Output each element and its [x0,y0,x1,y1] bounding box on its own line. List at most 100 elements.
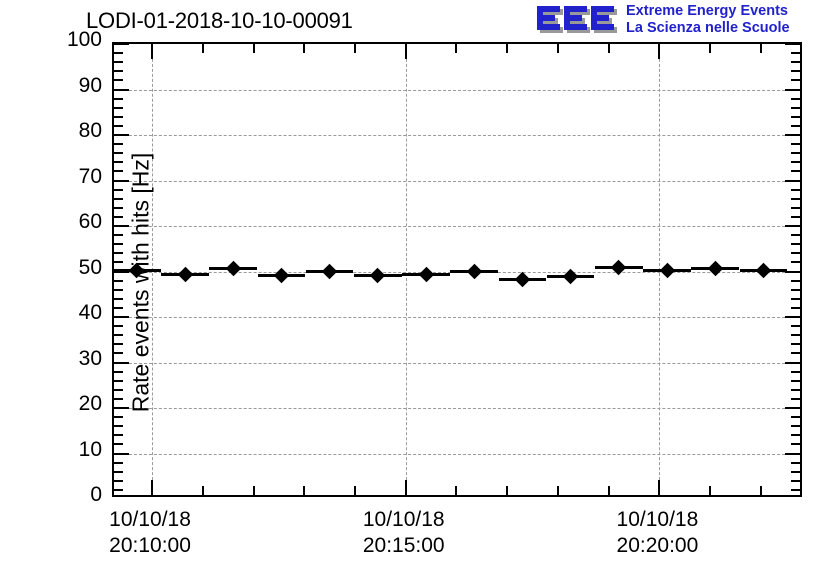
y-axis-tick-right [785,134,800,136]
eee-logo-line2: La Scienza nelle Scuole [626,20,790,36]
y-axis-tick [114,188,123,191]
y-axis-tick [114,379,123,382]
y-axis-tick-right [791,79,800,82]
y-axis-tick-right [791,97,800,100]
plot-area [114,44,800,495]
y-axis-tick [114,170,123,173]
plot-frame: Rate events with hits [Hz] [112,42,802,497]
y-axis-tick [114,215,123,218]
eee-logo-line1: Extreme Energy Events [626,3,788,19]
y-axis-tick [114,361,129,364]
y-axis-tick [114,488,123,491]
x-axis-tick [303,486,306,495]
x-axis-tick-top [709,44,712,53]
x-axis-tick-top [607,44,610,53]
y-axis-tick-right [791,279,800,282]
y-axis-tick [114,288,123,291]
x-axis-tick-top [759,44,762,53]
grid-line-vertical [405,44,407,495]
y-axis-tick [114,343,123,346]
y-axis-tick-right [785,44,800,45]
x-axis-label-date: 10/10/18 [362,508,445,531]
y-axis-tick [114,479,123,482]
x-axis-tick-top [455,44,458,53]
y-axis-label: 10 [78,437,102,461]
x-axis-tick [709,486,712,495]
x-axis-label: 10/10/18 20:15:00 [319,507,489,559]
y-axis-tick-right [785,361,800,364]
y-axis-tick-right [791,479,800,482]
y-axis-tick [114,225,129,227]
y-axis-tick [114,261,123,264]
x-axis-label-time: 20:20:00 [616,534,699,557]
y-axis-tick-right [791,124,800,127]
grid-line-horizontal [114,89,800,91]
y-axis-tick-right [791,443,800,446]
y-axis-tick-right [791,170,800,173]
y-axis-label: 0 [90,483,102,506]
y-axis-tick-right [791,470,800,473]
y-axis-tick [114,152,123,155]
y-axis-tick-right [785,407,800,409]
y-axis-tick [114,452,129,455]
y-axis-tick [114,115,123,118]
y-axis-tick [114,334,123,337]
y-axis-tick [114,97,123,100]
y-axis-label: 40 [78,301,102,324]
y-axis-tick [114,52,123,55]
x-axis-tick-top [151,44,154,59]
y-axis-tick [114,443,123,446]
grid-line-horizontal [114,408,800,409]
y-axis-tick-right [791,461,800,464]
y-axis-tick [114,434,123,437]
y-axis-tick-right [791,425,800,428]
y-axis-tick [114,316,129,318]
y-axis-tick [114,425,123,428]
x-axis-tick [607,486,610,495]
x-axis-tick [252,486,255,495]
y-axis-tick [114,407,129,409]
y-axis-tick-right [791,152,800,155]
y-axis-tick [114,397,123,400]
x-axis-label-time: 20:15:00 [362,534,445,557]
x-axis-tick [759,486,762,495]
y-axis-tick-right [791,334,800,337]
y-axis-tick-right [791,370,800,373]
x-axis-label-time: 20:10:00 [109,534,191,557]
y-axis-label: 100 [66,28,102,51]
y-axis-label: 60 [78,210,102,233]
y-axis-tick [114,44,129,45]
y-axis-tick-right [791,352,800,355]
y-axis-tick [114,352,123,355]
y-axis-tick [114,243,123,246]
x-axis-label-date: 10/10/18 [109,508,191,531]
y-axis-tick-right [791,379,800,382]
y-axis-tick [114,370,123,373]
y-axis-tick [114,279,123,282]
y-axis-tick-right [791,188,800,191]
y-axis-tick [114,252,123,255]
y-axis-tick [114,124,123,127]
x-axis-tick-top [303,44,306,53]
x-axis-tick-top [201,44,204,53]
y-axis-tick-right [785,316,800,318]
y-axis-tick-right [791,206,800,209]
y-axis-tick [114,206,123,209]
y-axis-tick [114,88,129,91]
x-axis-tick [201,486,204,495]
y-axis-label: 90 [78,73,102,97]
y-axis-tick [114,461,123,464]
y-axis-tick-right [785,225,800,227]
y-axis-tick-right [791,143,800,146]
grid-line-horizontal [114,180,800,182]
y-axis-tick-right [791,215,800,218]
y-axis-label: 50 [78,255,102,279]
y-axis-tick-right [791,252,800,255]
eee-logo-mark [537,6,617,33]
y-axis-tick-right [791,397,800,400]
y-axis-tick-right [791,434,800,437]
y-axis-tick-right [791,297,800,300]
x-axis-tick [556,486,559,495]
